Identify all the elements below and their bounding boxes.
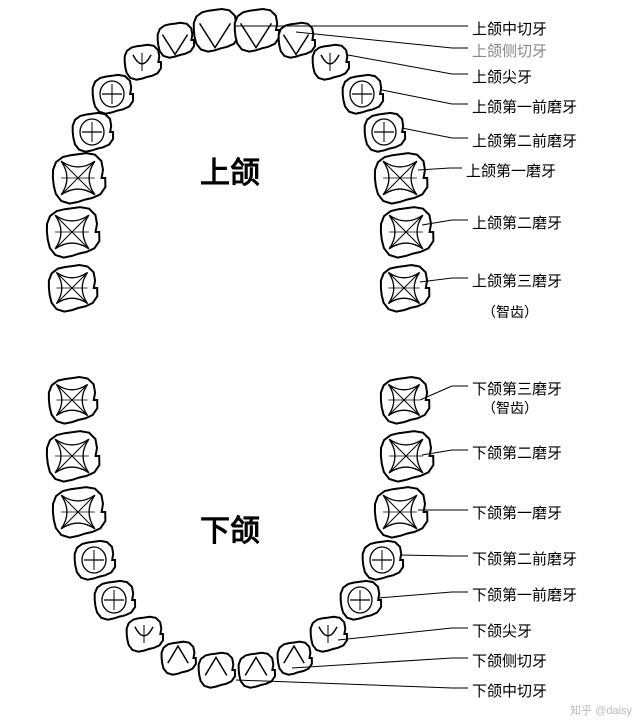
label-l4: 下颌第一前磨牙 xyxy=(472,584,577,605)
label-l7: 下颌第二磨牙 xyxy=(472,442,562,463)
label-u4: 上颌第一前磨牙 xyxy=(472,96,577,117)
label-u6: 上颌第一磨牙 xyxy=(466,160,556,181)
label-u2: 上颌侧切牙 xyxy=(472,40,547,61)
label-u8a: 上颌第三磨牙 xyxy=(472,270,562,291)
upper-jaw-label: 上颌 xyxy=(200,148,260,192)
label-u3: 上颌尖牙 xyxy=(472,66,532,87)
label-l5: 下颌第二前磨牙 xyxy=(472,548,577,569)
label-l6: 下颌第一磨牙 xyxy=(472,502,562,523)
label-l8b: （智齿） xyxy=(482,398,538,418)
label-l8a: 下颌第三磨牙 xyxy=(472,378,562,399)
label-l3: 下颌尖牙 xyxy=(472,620,532,641)
label-u1: 上颌中切牙 xyxy=(472,18,547,39)
label-u8b: （智齿） xyxy=(482,302,538,322)
label-u7: 上颌第二磨牙 xyxy=(472,212,562,233)
label-l2: 下颌侧切牙 xyxy=(472,650,547,671)
lower-jaw-label: 下颌 xyxy=(200,506,260,550)
watermark: 知乎 @daisy xyxy=(570,702,632,718)
label-u5: 上颌第二前磨牙 xyxy=(472,130,577,151)
label-l1: 下颌中切牙 xyxy=(472,680,547,701)
